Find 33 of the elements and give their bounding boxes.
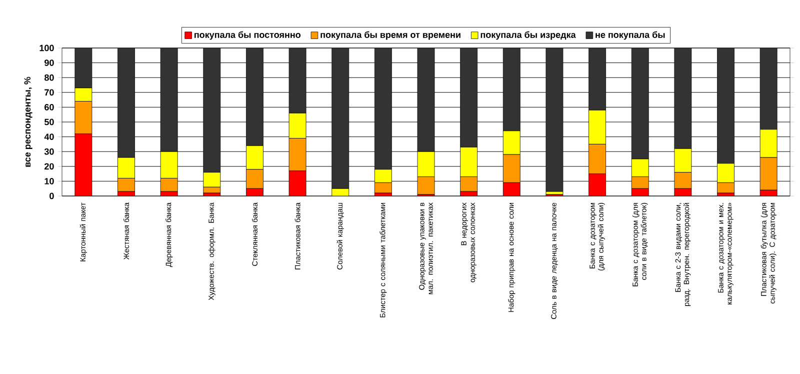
bar [203,48,221,173]
bar [374,48,392,170]
y-axis-title: все респонденты, % [24,76,32,167]
bar [74,48,92,88]
y-tick-label: 40 [44,134,54,140]
bar [332,48,350,189]
y-tick-label: 80 [44,74,54,81]
legend-label: покупала бы время от времени [320,31,460,40]
bar [760,48,778,130]
bar [674,48,692,149]
y-tick-label: 0 [50,192,54,200]
bar [502,48,520,132]
legend-label: покупала бы изредка [480,31,576,40]
bar [717,48,734,164]
y-tick-label: 90 [44,60,54,66]
bar [118,48,135,158]
bar [160,48,178,152]
y-tick-label: 30 [44,148,54,155]
bar [417,48,435,152]
bar [546,48,564,192]
y-tick-label: 10 [44,178,54,184]
bar [631,48,649,160]
legend-label: покупала бы постоянно [194,31,301,40]
y-tick-label: 70 [44,89,54,96]
y-tick-label: 20 [44,163,54,170]
y-tick-label: 60 [44,104,54,110]
bar [246,48,264,146]
bar [460,48,478,148]
y-tick-label: 50 [44,118,54,126]
legend-label: не покупала бы [596,31,665,40]
bar [288,48,306,114]
y-tick-label: 100 [40,44,54,52]
bar [588,48,606,110]
